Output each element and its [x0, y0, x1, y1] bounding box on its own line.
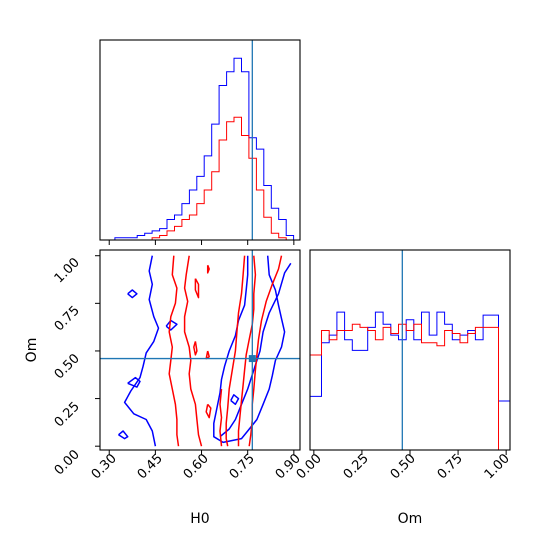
joint-x-tick-label: 0.60 [181, 451, 212, 482]
blue-contour-line [213, 255, 286, 444]
red-contour-line [183, 255, 203, 447]
red-contour-line [193, 341, 198, 356]
blue-contour-line [127, 289, 138, 299]
red-contour-line [225, 255, 246, 447]
red-contour-line [237, 255, 257, 447]
y-axis-label-om: Om [24, 338, 40, 363]
joint-x-tick-label: 0.45 [135, 451, 166, 482]
om-x-tick-label: 0.25 [341, 451, 372, 482]
joint-y-tick-label: 0.25 [52, 399, 83, 430]
h0-om-joint-panel [95, 249, 301, 455]
blue-contour-line [118, 430, 129, 440]
joint-y-tick-label: 1.00 [52, 255, 83, 286]
blue-histogram-om [309, 311, 511, 450]
truth-marker [248, 355, 256, 363]
h0-marginal-panel [99, 39, 301, 245]
red-contour-line [194, 278, 200, 299]
om-marginal-panel [309, 249, 511, 455]
red-contour-line [206, 264, 210, 274]
om-x-tick-labels: 0.00 0.25 0.50 0.75 1.00 [294, 451, 513, 482]
joint-y-tick-label: 0.50 [52, 351, 83, 382]
x-axis-label-h0: H0 [190, 511, 209, 527]
om-x-tick-label: 0.00 [294, 451, 325, 482]
blue-contour-line [123, 255, 160, 447]
joint-frame [99, 249, 301, 451]
joint-x-tick-label: 0.75 [227, 451, 258, 482]
x-axis-label-om: Om [398, 511, 423, 527]
red-histogram-om [309, 323, 510, 451]
joint-contours [118, 255, 292, 447]
joint-y-tick-labels: 0.00 0.25 0.50 0.75 1.00 [52, 255, 83, 478]
red-contour-line [219, 388, 223, 447]
blue-histogram-h0 [100, 57, 300, 241]
h0-marginal-frame [99, 39, 301, 241]
blue-contour-line [165, 319, 178, 331]
joint-y-tick-label: 0.00 [52, 447, 83, 478]
red-contour-line [205, 350, 210, 360]
om-x-tick-label: 0.50 [388, 451, 419, 482]
joint-x-tick-label: 0.30 [89, 451, 120, 482]
red-contour-line [205, 403, 212, 419]
joint-x-tick-labels: 0.30 0.45 0.60 0.75 0.90 [89, 451, 304, 482]
om-x-tick-label: 1.00 [482, 451, 513, 482]
om-marginal-frame [309, 249, 511, 451]
blue-contour-line [230, 394, 240, 406]
red-histogram-h0 [100, 116, 300, 241]
red-contour-line [168, 255, 180, 447]
om-x-tick-label: 0.75 [435, 451, 466, 482]
blue-contour-line [127, 376, 141, 388]
joint-y-tick-label: 0.75 [52, 303, 83, 334]
